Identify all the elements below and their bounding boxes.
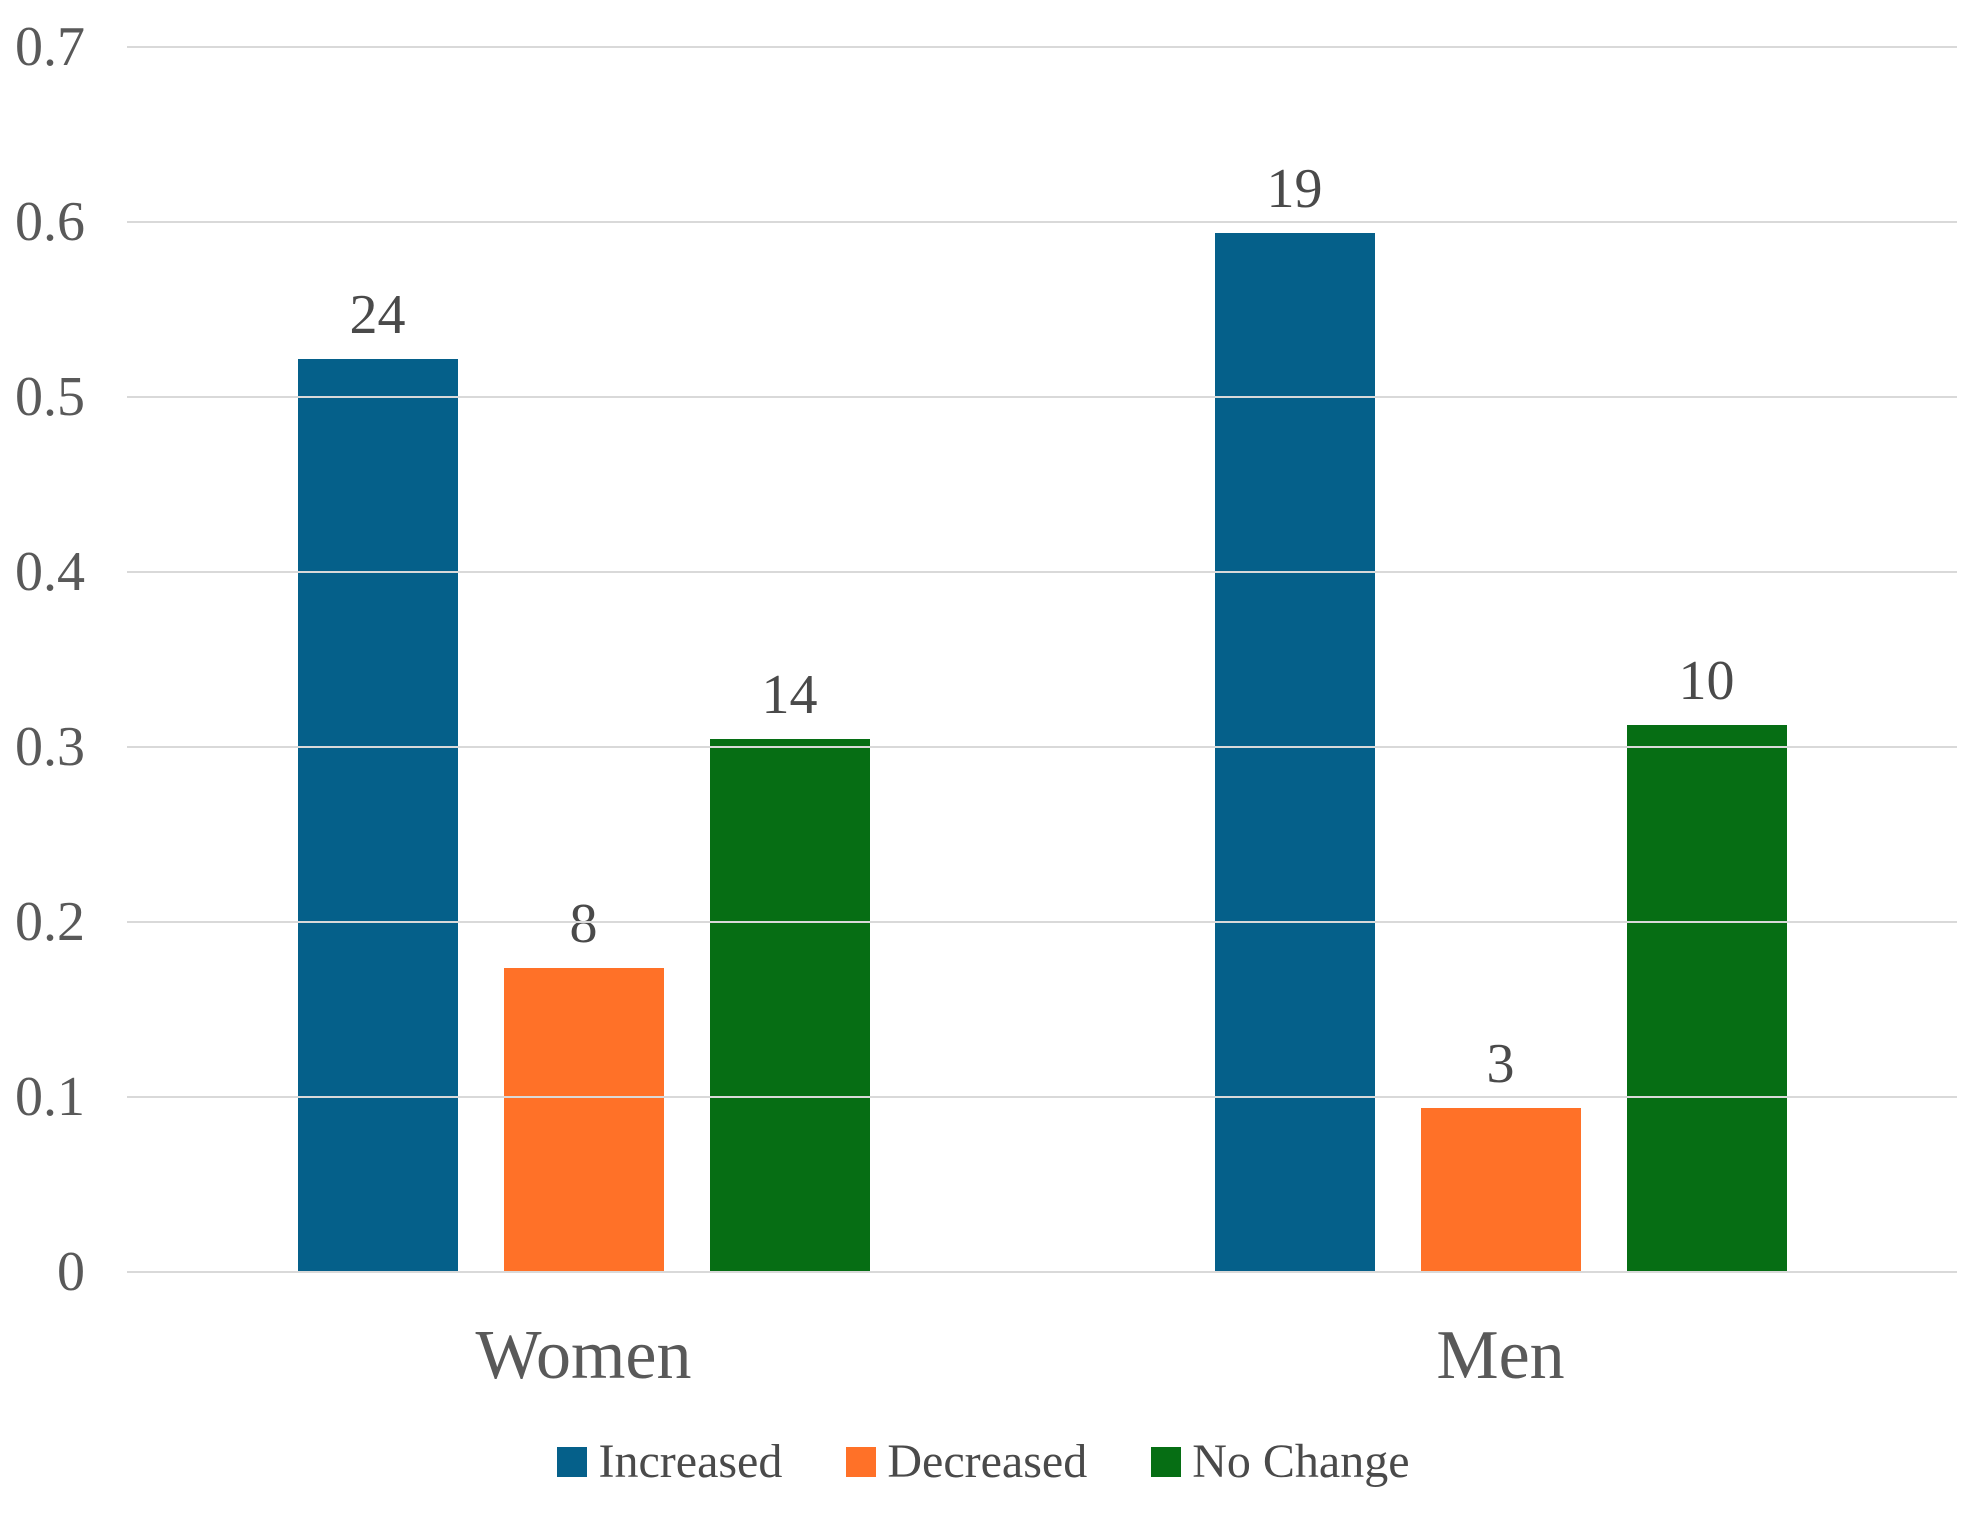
legend-swatch-icon: [846, 1447, 877, 1477]
legend-item-no-change: No Change: [1151, 1435, 1410, 1488]
y-axis-tick-label: 0.5: [15, 366, 85, 428]
bar-group-women: 24 8 14: [297, 47, 870, 1272]
bar-value-label: 19: [1266, 157, 1323, 220]
legend-label: Increased: [598, 1435, 783, 1488]
gridline: [127, 396, 1957, 398]
bar-slot-women-decreased: 8: [503, 47, 664, 1272]
legend-swatch-icon: [557, 1447, 588, 1477]
bar-value-label: 10: [1678, 650, 1735, 713]
bar-value-label: 3: [1486, 1032, 1515, 1095]
plot-area: 24 8 14 19 3 10 0 0.1 0.2 0.3 0.4 0.5 0.6 0.7: [15, 19, 1957, 1300]
legend-item-decreased: Decreased: [846, 1438, 1087, 1486]
legend-label: No Change: [1192, 1435, 1410, 1488]
y-axis-tick-label: 0.2: [15, 891, 85, 953]
bar-slot-women-increased: 24: [297, 47, 458, 1272]
y-axis-tick-label: 0.7: [15, 16, 85, 78]
y-axis-tick-label: 0.3: [15, 716, 85, 778]
bars-layer: 24 8 14 19 3 10: [127, 47, 1957, 1272]
bar-slot-men-no-change: 10: [1626, 47, 1787, 1272]
bar-women-decreased: [503, 967, 664, 1272]
bar-men-increased: [1214, 232, 1375, 1272]
gridline: [127, 46, 1957, 48]
bar-men-no-change: [1626, 725, 1787, 1272]
y-axis-tick-label: 0.1: [15, 1066, 85, 1128]
y-axis-tick-label: 0.4: [15, 541, 85, 603]
y-axis-tick-label: 0: [57, 1241, 85, 1303]
legend-item-increased: Increased: [557, 1438, 782, 1486]
bar-women-increased: [297, 359, 458, 1272]
legend-label: Decreased: [887, 1435, 1088, 1488]
bar-value-label: 8: [569, 892, 598, 955]
category-label-men: Men: [1436, 1317, 1565, 1394]
bar-value-label: 24: [349, 284, 406, 347]
gridline: [127, 1096, 1957, 1099]
legend-swatch-icon: [1151, 1447, 1182, 1477]
bar-slot-men-increased: 19: [1214, 47, 1375, 1272]
category-label-women: Women: [475, 1317, 692, 1394]
gridline: [127, 921, 1957, 924]
gridline: [127, 221, 1957, 223]
category-axis: Women Men: [127, 1316, 1957, 1397]
bar-value-label: 14: [761, 664, 818, 727]
bar-slot-men-decreased: 3: [1420, 47, 1581, 1272]
bar-group-men: 19 3 10: [1214, 47, 1787, 1272]
y-axis-tick-label: 0.6: [15, 191, 85, 253]
gridline: [127, 571, 1957, 574]
bar-men-decreased: [1420, 1107, 1581, 1272]
gridline: [127, 746, 1957, 748]
legend: Increased Decreased No Change: [0, 1438, 1967, 1486]
gridline: [127, 1271, 1957, 1273]
bar-slot-women-no-change: 14: [709, 47, 870, 1272]
bar-women-no-change: [709, 739, 870, 1272]
